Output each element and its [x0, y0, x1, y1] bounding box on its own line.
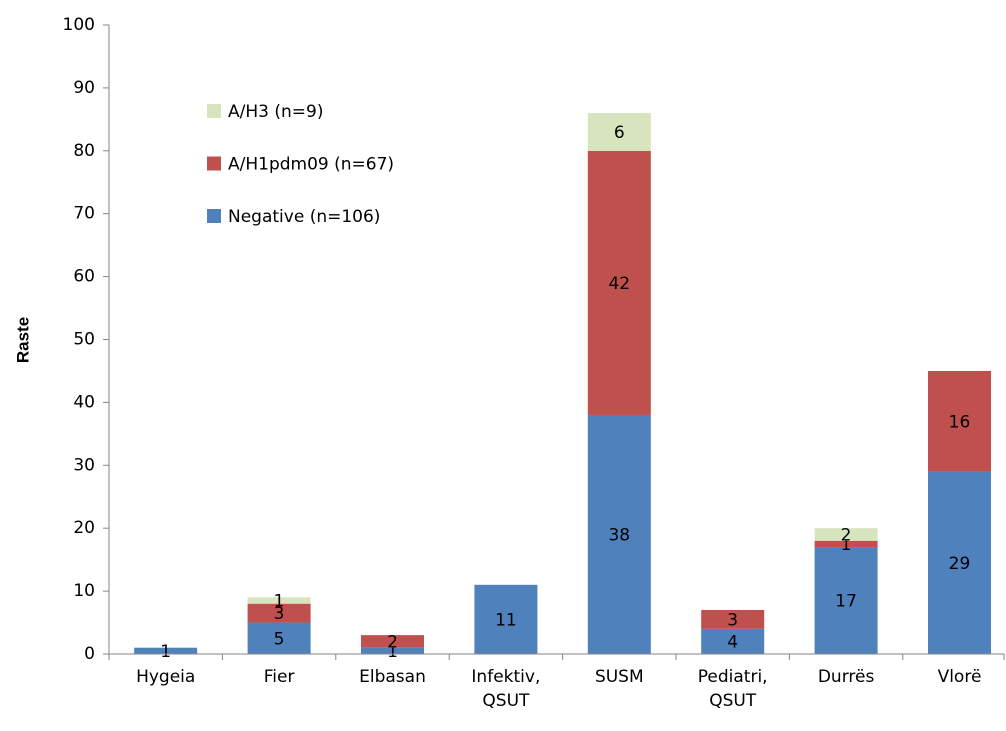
y-tick-label: 100	[63, 15, 95, 35]
data-label: 1	[387, 642, 398, 662]
bar-segment	[134, 647, 198, 654]
legend-swatch	[207, 156, 221, 171]
bar-segment	[928, 471, 991, 654]
data-label: 11	[495, 610, 517, 630]
y-tick-label: 10	[73, 581, 95, 601]
data-label: 1	[160, 642, 171, 662]
x-tick-label: Vlorë	[937, 667, 982, 687]
bar-segment	[587, 113, 651, 151]
bar-segment	[247, 622, 311, 654]
data-label: 16	[949, 412, 971, 432]
y-tick-label: 70	[73, 204, 95, 224]
data-label: 1	[841, 535, 852, 555]
x-tick-label: Pediatri, QSUT	[697, 667, 768, 711]
bar-segment	[814, 528, 878, 541]
bar-segment	[814, 547, 878, 654]
data-label: 3	[274, 604, 285, 624]
y-tick-label: 0	[84, 644, 95, 664]
bar-segment	[587, 414, 651, 654]
data-label: 6	[614, 123, 625, 143]
legend-label: A/H1pdm09 (n=67)	[228, 155, 394, 175]
bar-segment	[247, 597, 311, 604]
x-tick-label: SUSM	[594, 667, 644, 687]
bar-segment	[361, 635, 424, 648]
data-label: 42	[608, 274, 630, 294]
x-tick-label: Hygeia	[136, 667, 196, 687]
y-tick-label: 90	[73, 78, 95, 98]
legend-swatch	[207, 209, 221, 223]
data-label: 2	[387, 632, 398, 652]
x-tick-label: Fier	[263, 667, 295, 687]
data-label: 3	[727, 610, 738, 630]
bar-segment	[701, 628, 765, 654]
bar-segment	[587, 150, 651, 415]
y-tick-label: 40	[73, 392, 95, 412]
bar-segment	[474, 584, 538, 654]
y-axis-label: Raste	[13, 317, 32, 363]
data-label: 5	[274, 629, 285, 649]
data-label: 1	[274, 592, 285, 612]
x-tick-label: Elbasan	[359, 667, 426, 687]
data-label: 29	[949, 554, 971, 574]
y-tick-label: 80	[73, 141, 95, 161]
bar-segment	[928, 370, 991, 472]
y-tick-label: 60	[73, 267, 95, 287]
legend-label: A/H3 (n=9)	[228, 102, 323, 122]
legend-swatch	[207, 104, 221, 118]
y-tick-label: 30	[73, 455, 95, 475]
data-label: 2	[841, 525, 852, 545]
data-label: 4	[727, 632, 738, 652]
legend-label: Negative (n=106)	[228, 207, 380, 227]
data-label: 17	[835, 592, 857, 612]
bar-segment	[814, 540, 878, 548]
x-tick-label: Infektiv, QSUT	[471, 667, 541, 711]
y-tick-label: 20	[73, 518, 95, 538]
data-label: 38	[608, 525, 630, 545]
bar-segment	[247, 603, 311, 623]
y-tick-label: 50	[73, 330, 95, 350]
bar-segment	[701, 609, 765, 629]
bar-segment	[361, 647, 424, 654]
x-tick-label: Durrës	[817, 667, 875, 687]
